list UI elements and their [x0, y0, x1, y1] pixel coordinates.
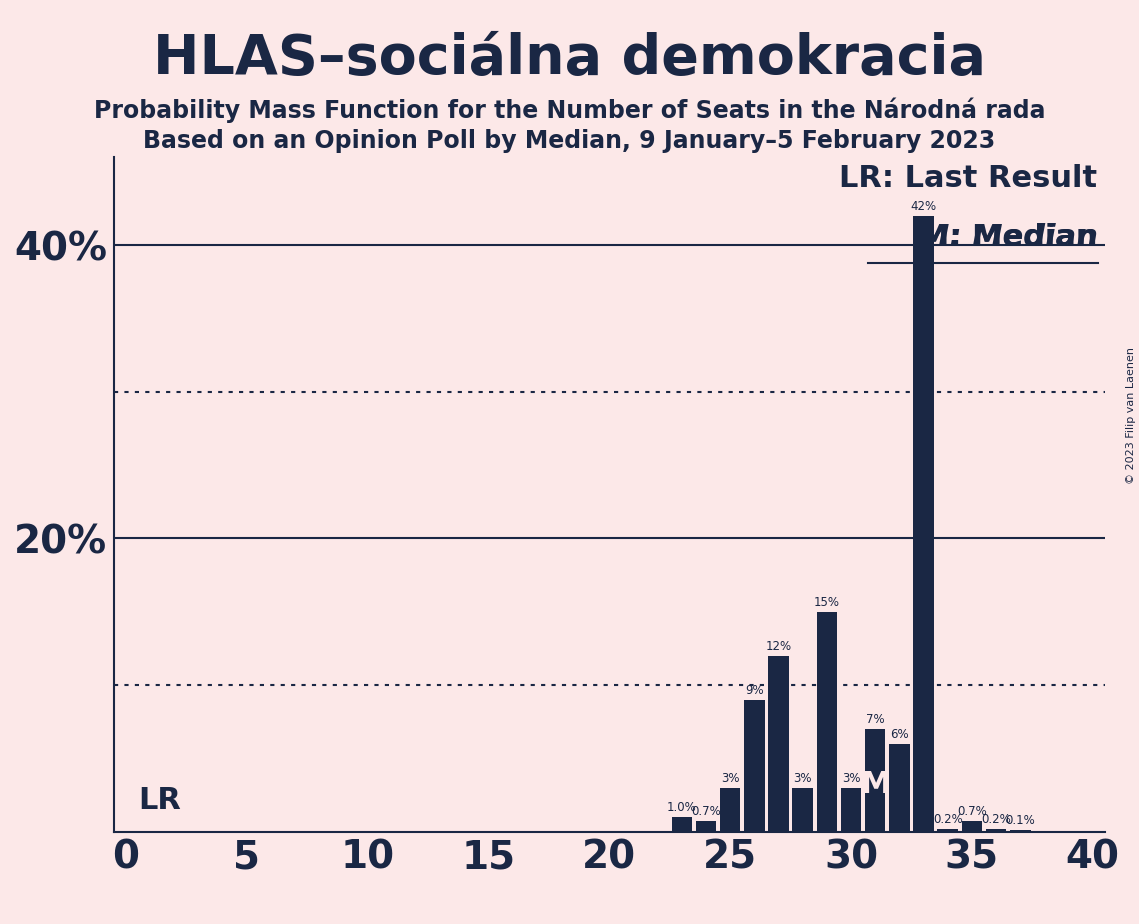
- Bar: [1010, 830, 1031, 832]
- Text: 3%: 3%: [794, 772, 812, 784]
- Text: 0.7%: 0.7%: [957, 806, 986, 819]
- Bar: [937, 829, 958, 832]
- Bar: [841, 787, 861, 832]
- Text: © 2023 Filip van Laenen: © 2023 Filip van Laenen: [1126, 347, 1136, 484]
- Text: 15%: 15%: [814, 596, 839, 609]
- Text: M: M: [860, 771, 891, 799]
- Bar: [769, 656, 789, 832]
- Bar: [793, 787, 813, 832]
- Text: 3%: 3%: [842, 772, 860, 784]
- Text: 6%: 6%: [890, 728, 909, 741]
- Text: 1.0%: 1.0%: [667, 801, 697, 814]
- Text: Probability Mass Function for the Number of Seats in the Národná rada: Probability Mass Function for the Number…: [93, 97, 1046, 123]
- Bar: [696, 821, 716, 832]
- Text: 9%: 9%: [745, 684, 763, 697]
- Bar: [913, 215, 934, 832]
- Bar: [817, 612, 837, 832]
- Bar: [720, 787, 740, 832]
- Bar: [865, 729, 885, 832]
- Text: M: Median: M: Median: [919, 223, 1098, 252]
- Text: 0.2%: 0.2%: [981, 813, 1011, 826]
- Text: HLAS–sociálna demokracia: HLAS–sociálna demokracia: [153, 32, 986, 86]
- Bar: [744, 699, 764, 832]
- Text: 12%: 12%: [765, 639, 792, 652]
- Text: 0.7%: 0.7%: [691, 806, 721, 819]
- Text: 3%: 3%: [721, 772, 739, 784]
- Text: 42%: 42%: [910, 200, 936, 213]
- Text: LR: LR: [138, 785, 181, 815]
- Text: LR: Last Result: LR: Last Result: [839, 164, 1098, 193]
- Text: 7%: 7%: [866, 713, 885, 726]
- Text: 0.1%: 0.1%: [1006, 814, 1035, 827]
- Bar: [961, 821, 982, 832]
- Bar: [985, 829, 1007, 832]
- Text: Based on an Opinion Poll by Median, 9 January–5 February 2023: Based on an Opinion Poll by Median, 9 Ja…: [144, 129, 995, 153]
- Bar: [890, 744, 910, 832]
- Text: 0.2%: 0.2%: [933, 813, 962, 826]
- Bar: [672, 817, 693, 832]
- Text: M: Median: M: Median: [918, 223, 1098, 252]
